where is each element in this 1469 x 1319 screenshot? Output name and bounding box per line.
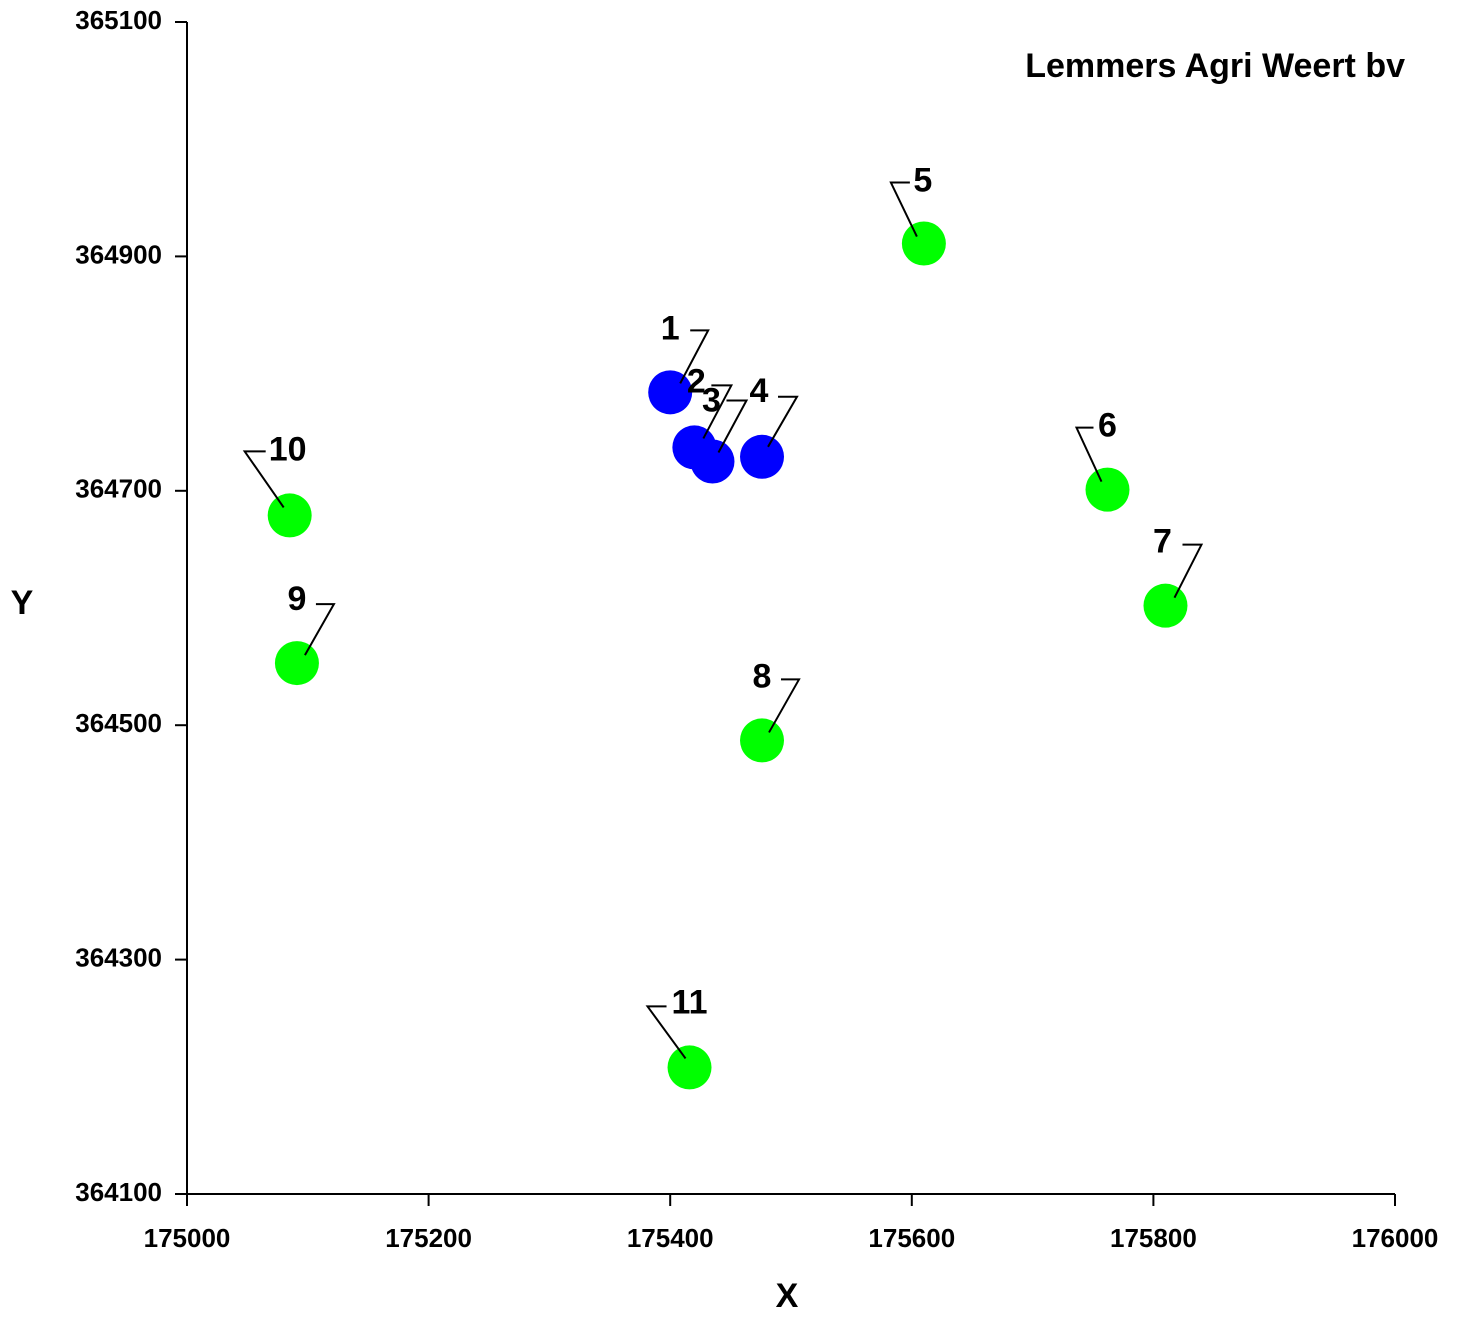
- y-tick-label: 364700: [75, 474, 162, 504]
- leader-line: [768, 678, 801, 733]
- point: [1143, 583, 1188, 628]
- x-tick-label: 175200: [385, 1223, 472, 1253]
- leader-line: [889, 181, 918, 237]
- x-tick-label: 176000: [1352, 1223, 1439, 1253]
- point: [267, 493, 312, 538]
- leader-line: [702, 384, 734, 439]
- y-tick-label: 364500: [75, 708, 162, 738]
- point: [901, 221, 946, 266]
- y-tick-label: 364100: [75, 1177, 162, 1207]
- leader-line: [242, 450, 285, 508]
- x-tick-label: 175600: [868, 1223, 955, 1253]
- point-label: 9: [287, 580, 306, 618]
- leader-line: [717, 399, 749, 453]
- point-label: 8: [753, 657, 772, 695]
- leader-line: [1074, 426, 1103, 483]
- point-label: 1: [661, 309, 680, 347]
- leader-line: [304, 603, 336, 656]
- point: [1085, 467, 1130, 512]
- point-label: 6: [1098, 407, 1117, 445]
- y-tick-label: 364300: [75, 942, 162, 972]
- point: [667, 1045, 712, 1090]
- chart-title: Lemmers Agri Weert bv: [1025, 47, 1405, 85]
- x-axis-label: X: [776, 1277, 799, 1315]
- point: [690, 439, 735, 484]
- point-label: 3: [702, 381, 721, 419]
- leader-line: [679, 329, 710, 384]
- point-label: 11: [672, 983, 708, 1021]
- y-tick-label: 365100: [75, 5, 162, 35]
- point-label: 5: [913, 161, 932, 199]
- x-tick-label: 175400: [627, 1223, 714, 1253]
- point-label: 2: [687, 362, 706, 400]
- y-axis-label: Y: [11, 584, 34, 622]
- x-tick-label: 175000: [144, 1223, 231, 1253]
- point: [740, 434, 785, 479]
- x-tick-label: 175800: [1110, 1223, 1197, 1253]
- point-label: 10: [269, 430, 307, 468]
- leader-line: [767, 395, 799, 448]
- leader-line: [1173, 543, 1204, 599]
- point-label: 4: [750, 372, 769, 410]
- leader-line: [645, 1005, 687, 1060]
- point: [274, 641, 319, 686]
- point: [740, 718, 785, 763]
- point-label: 7: [1153, 523, 1172, 561]
- point: [648, 370, 693, 415]
- y-tick-label: 364900: [75, 239, 162, 269]
